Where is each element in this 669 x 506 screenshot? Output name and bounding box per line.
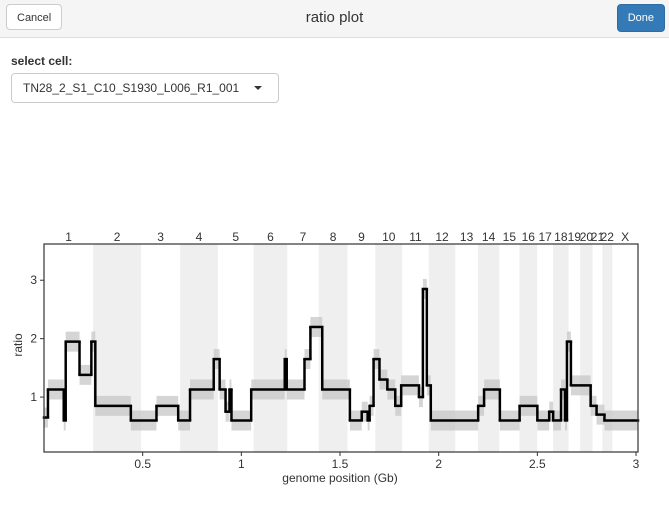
- plot: [42, 278, 640, 431]
- x-tick-label: 3: [633, 457, 640, 471]
- chrom-label: 17: [538, 230, 552, 244]
- select-box[interactable]: TN28_2_S1_C10_S1930_L006_R1_001: [11, 73, 279, 103]
- chrom-label: 9: [358, 230, 365, 244]
- chrom-label: 1: [65, 230, 72, 244]
- done-button[interactable]: Done: [616, 4, 665, 32]
- x-axis-label: genome position (Gb): [282, 471, 397, 485]
- x-tick-label: 1: [238, 457, 245, 471]
- x-tick-label: 1.5: [332, 457, 349, 471]
- cancel-button[interactable]: Cancel: [6, 4, 63, 30]
- chrom-label: 5: [232, 230, 239, 244]
- chrom-label: 19: [568, 230, 582, 244]
- select-value: TN28_2_S1_C10_S1930_L006_R1_001: [23, 81, 240, 95]
- y-tick-label: 1: [30, 390, 37, 404]
- chart: ratio genome position (Gb) 1 2 3 4 5 6 7 8 9 10 11…: [11, 230, 640, 485]
- y-axis-label: ratio: [11, 333, 25, 357]
- chrom-band: [519, 244, 538, 452]
- chrom-label: 13: [460, 230, 474, 244]
- chrom-band: [477, 244, 500, 452]
- chrom-label: 4: [196, 230, 203, 244]
- chrom-label: 3: [157, 230, 164, 244]
- chrom-label: 16: [522, 230, 536, 244]
- chrom-label: 7: [300, 230, 307, 244]
- select-label: select cell:: [11, 54, 73, 68]
- chrom-label: 20: [580, 230, 594, 244]
- x-tick-label: 2.5: [529, 457, 546, 471]
- y-tick-label: 2: [30, 332, 37, 346]
- panel-border: [43, 243, 639, 453]
- chrom-label: X: [621, 230, 629, 244]
- caret: [254, 86, 262, 90]
- x-tick-label: 0.5: [134, 457, 151, 471]
- chrom-band: [602, 244, 613, 452]
- chrom-label: 11: [409, 230, 422, 244]
- chrom-label: 14: [482, 230, 496, 244]
- chrom-label: 8: [330, 230, 337, 244]
- chrom-label: 22: [601, 230, 615, 244]
- chrom-label: 15: [503, 230, 517, 244]
- chrom-label: 2: [114, 230, 121, 244]
- chrom-label: 6: [267, 230, 274, 244]
- chrom-band: [580, 244, 593, 452]
- chrom-band: [375, 244, 403, 452]
- header: Cancel ratio plot Done: [0, 0, 669, 38]
- chrom-band: [253, 244, 288, 452]
- title: ratio plot: [305, 9, 364, 26]
- chrom-label: 18: [554, 230, 568, 244]
- chrom-label: 12: [435, 230, 449, 244]
- y-tick-label: 3: [30, 273, 37, 287]
- chrom-label: 21: [591, 230, 605, 244]
- chrom-label: 10: [382, 230, 396, 244]
- x-tick-label: 2: [435, 457, 442, 471]
